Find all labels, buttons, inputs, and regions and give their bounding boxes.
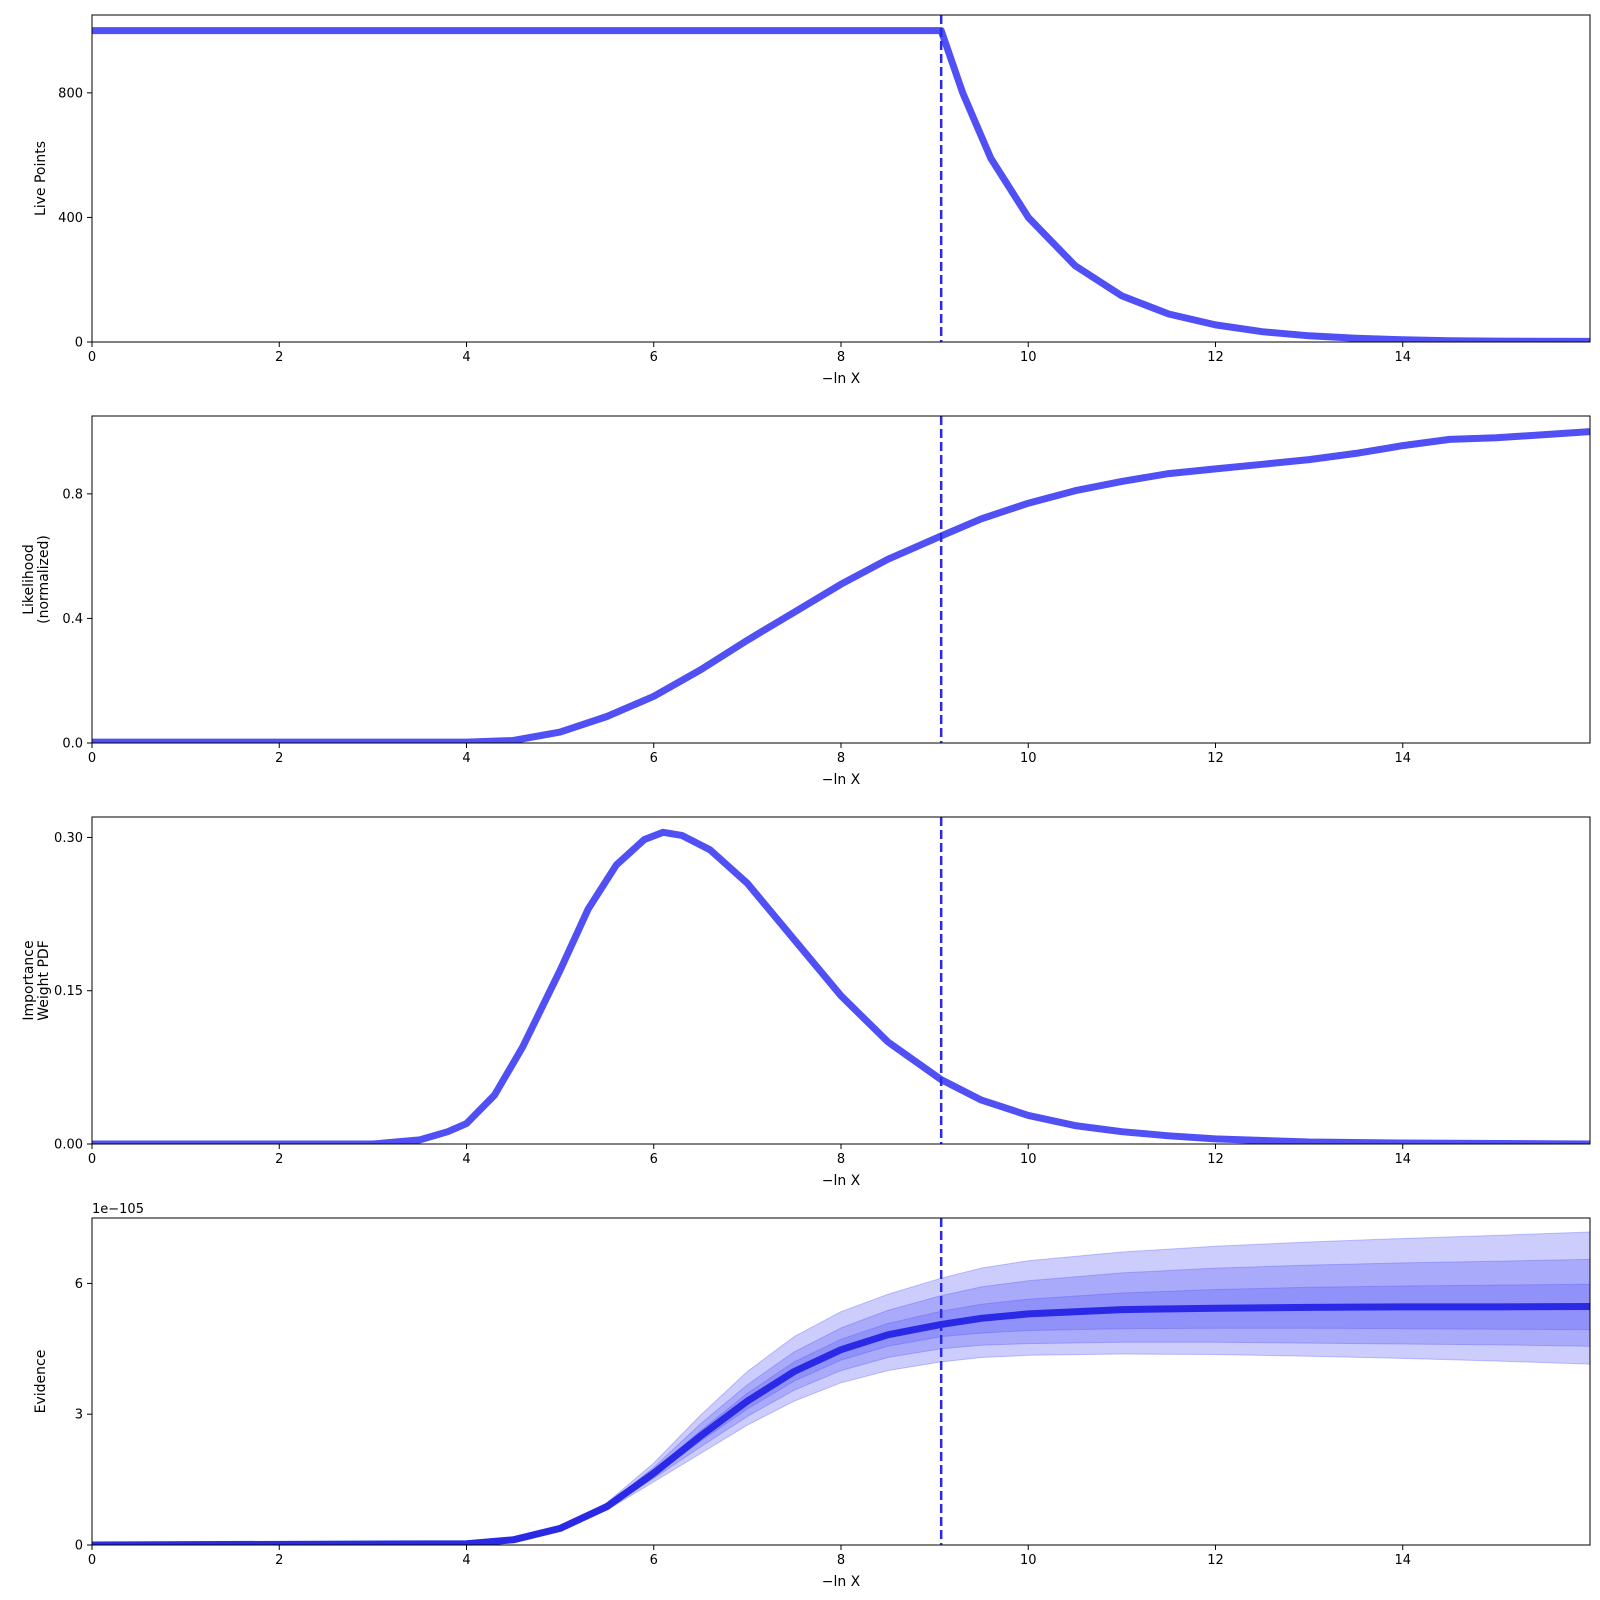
x-tick-label: 12 (1207, 350, 1224, 365)
x-tick-label: 12 (1207, 1553, 1224, 1568)
x-tick-label: 12 (1207, 751, 1224, 766)
x-tick-label: 6 (650, 751, 658, 766)
plot-area (92, 1231, 1590, 1545)
x-axis-label: −ln X (822, 1173, 861, 1189)
panel-4: 0 2 4 6 8 10 12 14 0 3 6 −ln X Evidence 1e−105 (33, 1202, 1591, 1590)
y-axis-label: Likelihood (21, 544, 37, 615)
y-tick-label: 0.00 (54, 1138, 83, 1153)
y-axis-label: Importance (21, 940, 37, 1020)
series-line-1 (92, 828, 1590, 1144)
x-axis-label: −ln X (822, 772, 861, 788)
plot-area (92, 27, 1590, 342)
x-tick-label: 6 (650, 350, 658, 365)
y-tick-label: 0.30 (54, 831, 83, 846)
x-tick-label: 4 (462, 1152, 470, 1167)
evidence-band-2 (92, 1258, 1590, 1545)
y-tick-label: 0.8 (62, 487, 83, 502)
y-tick-label: 0.0 (62, 737, 83, 752)
x-tick-label: 8 (837, 350, 845, 365)
y-tick-label: 800 (58, 86, 83, 101)
x-tick-label: 10 (1020, 751, 1037, 766)
panel-1: 0 2 4 6 8 10 12 14 0 400 800 −ln X Live Points (33, 14, 1591, 387)
y-tick-label: 0.15 (54, 984, 83, 999)
x-tick-label: 4 (462, 751, 470, 766)
panel-3: 0 2 4 6 8 10 12 14 0.00 0.15 0.30 −ln X Importance We… (21, 816, 1591, 1189)
y-tick-label: 6 (75, 1277, 83, 1292)
x-tick-label: 2 (275, 751, 283, 766)
x-tick-label: 10 (1020, 1553, 1037, 1568)
x-tick-label: 2 (275, 1553, 283, 1568)
series-line-1 (92, 27, 1590, 342)
x-tick-label: 8 (837, 1553, 845, 1568)
x-tick-label: 14 (1394, 1152, 1411, 1167)
y-axis-label: (normalized) (36, 535, 52, 624)
axes-frame (91, 816, 1591, 1145)
x-tick-label: 10 (1020, 1152, 1037, 1167)
x-tick-label: 14 (1394, 350, 1411, 365)
evidence-mean-line (92, 1303, 1590, 1545)
y-axis-label: Live Points (33, 141, 49, 216)
plot-area (92, 428, 1590, 743)
y-tick-label: 0 (75, 336, 83, 351)
plot-area (92, 828, 1590, 1144)
y-tick-label: 0.4 (62, 612, 83, 627)
y-tick-label: 3 (75, 1408, 83, 1423)
x-tick-label: 12 (1207, 1152, 1224, 1167)
x-tick-label: 4 (462, 350, 470, 365)
x-tick-label: 8 (837, 1152, 845, 1167)
x-tick-label: 0 (88, 751, 96, 766)
series-line-1 (92, 428, 1590, 743)
x-tick-label: 8 (837, 751, 845, 766)
x-tick-label: 2 (275, 1152, 283, 1167)
x-tick-label: 0 (88, 350, 96, 365)
y-axis-label: Weight PDF (36, 940, 52, 1021)
x-tick-label: 10 (1020, 350, 1037, 365)
x-axis-label: −ln X (822, 371, 861, 387)
x-tick-label: 14 (1394, 751, 1411, 766)
x-tick-label: 4 (462, 1553, 470, 1568)
axes-frame (91, 14, 1591, 343)
x-tick-label: 0 (88, 1152, 96, 1167)
x-tick-label: 2 (275, 350, 283, 365)
x-tick-label: 6 (650, 1152, 658, 1167)
x-axis-label: −ln X (822, 1574, 861, 1590)
axes-frame (91, 415, 1591, 744)
x-tick-label: 0 (88, 1553, 96, 1568)
x-tick-label: 14 (1394, 1553, 1411, 1568)
y-tick-label: 0 (75, 1539, 83, 1554)
y-offset-label: 1e−105 (92, 1202, 144, 1217)
x-tick-label: 6 (650, 1553, 658, 1568)
y-axis-label: Evidence (33, 1350, 49, 1414)
y-tick-label: 400 (58, 211, 83, 226)
panel-2: 0 2 4 6 8 10 12 14 0.0 0.4 0.8 −ln X Likelihood (norm… (21, 415, 1591, 788)
